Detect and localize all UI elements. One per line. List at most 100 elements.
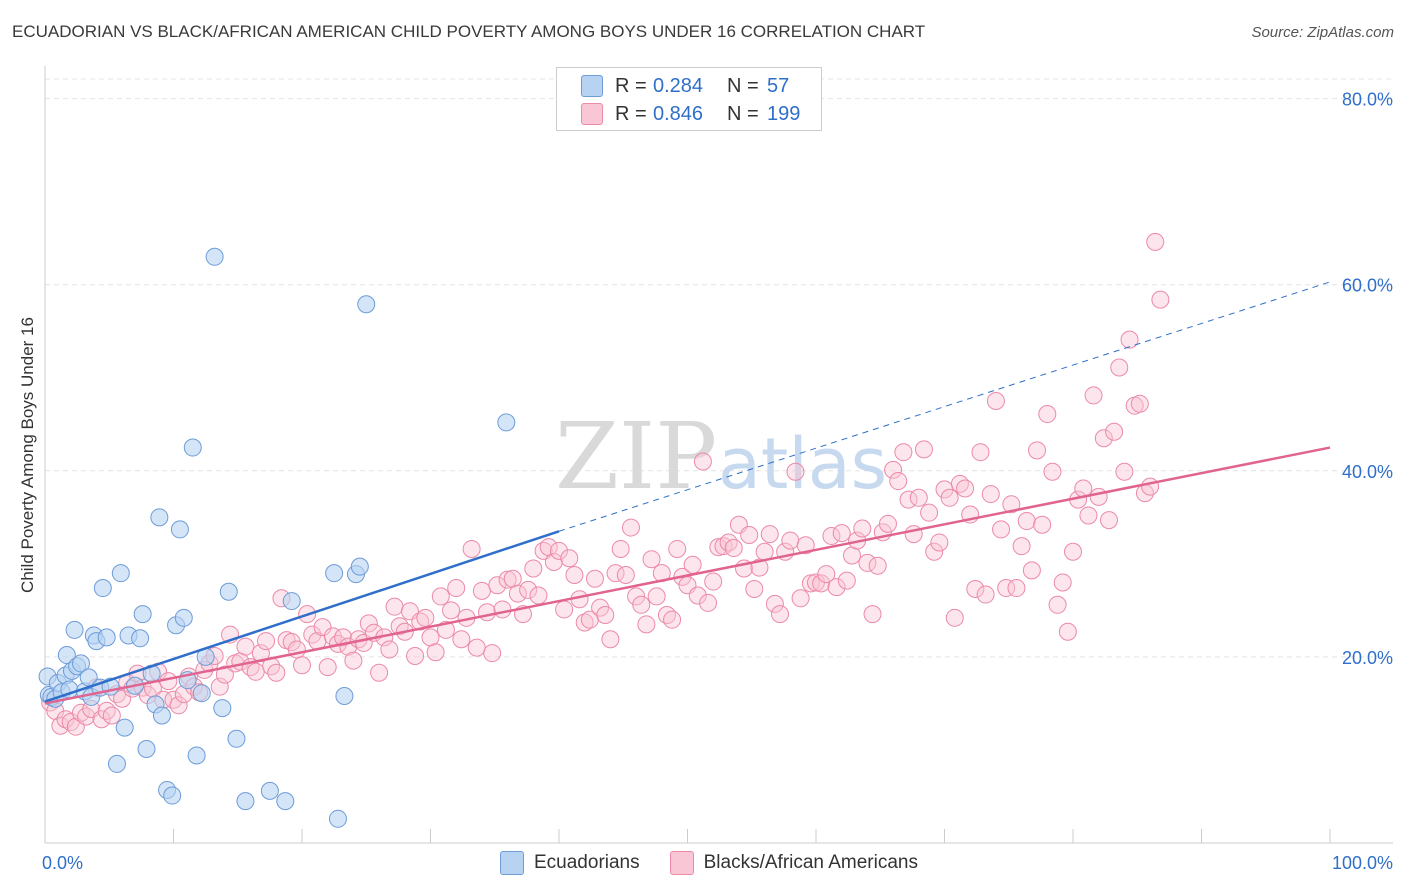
point-blacks xyxy=(611,539,630,558)
watermark: ZIP atlas xyxy=(555,403,887,510)
point-blacks xyxy=(1115,462,1134,481)
point-ecuadorians xyxy=(276,792,295,811)
point-blacks xyxy=(868,556,887,575)
point-blacks xyxy=(668,539,687,558)
point-blacks xyxy=(1110,358,1129,377)
point-blacks xyxy=(1053,573,1072,592)
point-blacks xyxy=(853,519,872,538)
point-blacks xyxy=(688,586,707,605)
point-blacks xyxy=(1146,232,1165,251)
trend-blacks xyxy=(44,446,1331,705)
point-blacks xyxy=(596,606,615,625)
point-blacks xyxy=(642,550,661,569)
point-blacks xyxy=(1028,441,1047,460)
n-value: 199 xyxy=(767,102,801,125)
point-ecuadorians xyxy=(150,508,169,527)
point-blacks xyxy=(760,525,779,544)
point-blacks xyxy=(1094,429,1113,448)
point-blacks xyxy=(940,488,959,507)
point-blacks xyxy=(462,539,481,558)
trend-ecuadorians-extension xyxy=(558,281,1331,532)
point-blacks xyxy=(971,443,990,462)
point-blacks xyxy=(704,572,723,591)
legend-label: Blacks/African Americans xyxy=(703,852,918,873)
point-blacks xyxy=(293,656,311,675)
y-tick-label: 40.0% xyxy=(1342,462,1393,482)
point-blacks xyxy=(878,514,897,533)
point-ecuadorians xyxy=(183,438,202,457)
point-blacks xyxy=(765,594,784,613)
point-blacks xyxy=(786,462,805,481)
point-blacks xyxy=(956,479,975,498)
y-axis-label: Child Poverty Among Boys Under 16 xyxy=(18,317,37,593)
point-blacks xyxy=(431,587,450,606)
point-blacks xyxy=(390,617,409,636)
point-blacks xyxy=(858,553,877,572)
point-ecuadorians xyxy=(205,247,224,266)
axes xyxy=(44,66,1393,844)
r-label: R = xyxy=(615,74,647,97)
point-blacks xyxy=(997,579,1016,598)
ecuadorians-swatch xyxy=(500,851,524,875)
point-blacks xyxy=(1022,561,1041,580)
point-blacks xyxy=(164,690,183,709)
point-blacks xyxy=(920,503,939,522)
point-blacks xyxy=(575,613,594,632)
point-blacks xyxy=(102,706,121,725)
point-blacks xyxy=(472,581,491,600)
point-blacks xyxy=(745,579,764,598)
point-blacks xyxy=(945,608,964,627)
point-blacks xyxy=(385,597,404,616)
point-blacks xyxy=(313,618,332,637)
point-blacks xyxy=(452,630,471,649)
point-ecuadorians xyxy=(497,413,516,432)
point-blacks xyxy=(550,541,568,560)
x-tick-label: 100.0% xyxy=(1332,853,1393,873)
point-blacks xyxy=(663,610,682,629)
point-blacks xyxy=(467,638,486,657)
point-blacks xyxy=(801,574,820,593)
blacks-swatch xyxy=(669,851,694,875)
n-label: N = xyxy=(727,102,759,125)
point-blacks xyxy=(1002,495,1021,514)
point-blacks xyxy=(370,663,389,682)
legend-row-ecuadorians: R = 0.284 N = 57 xyxy=(557,73,789,99)
point-blacks xyxy=(565,566,584,585)
point-blacks xyxy=(627,587,646,606)
n-value: 57 xyxy=(767,74,790,97)
point-blacks xyxy=(699,593,718,612)
point-blacks xyxy=(529,586,548,605)
point-ecuadorians xyxy=(137,740,156,759)
point-blacks xyxy=(822,526,841,545)
point-blacks xyxy=(1151,290,1170,309)
blacks-swatch xyxy=(581,103,603,125)
point-blacks xyxy=(812,574,831,593)
point-ecuadorians xyxy=(187,746,206,765)
point-blacks xyxy=(344,651,363,670)
point-ecuadorians xyxy=(174,608,193,627)
point-blacks xyxy=(621,518,640,537)
point-ecuadorians xyxy=(97,628,116,647)
point-blacks xyxy=(925,542,944,561)
point-blacks xyxy=(519,580,538,599)
point-ecuadorians xyxy=(236,792,255,811)
point-ecuadorians xyxy=(219,582,238,601)
point-blacks xyxy=(1099,511,1118,530)
point-blacks xyxy=(92,710,111,729)
point-blacks xyxy=(1064,542,1082,561)
point-ecuadorians xyxy=(131,629,150,648)
r-value: 0.284 xyxy=(653,74,704,97)
point-blacks xyxy=(930,533,949,552)
point-blacks xyxy=(647,587,666,606)
point-blacks xyxy=(616,566,635,585)
tick-labels: 20.0% 40.0% 60.0% 80.0% 0.0% 100.0% xyxy=(42,90,1393,873)
point-blacks xyxy=(601,630,620,649)
point-blacks xyxy=(488,576,507,595)
point-blacks xyxy=(884,460,903,479)
point-ecuadorians xyxy=(65,620,84,639)
point-blacks xyxy=(483,644,502,663)
legend-item-ecuadorians: Ecuadorians xyxy=(500,851,640,875)
point-blacks xyxy=(817,565,836,584)
legend-label: Ecuadorians xyxy=(534,852,640,873)
